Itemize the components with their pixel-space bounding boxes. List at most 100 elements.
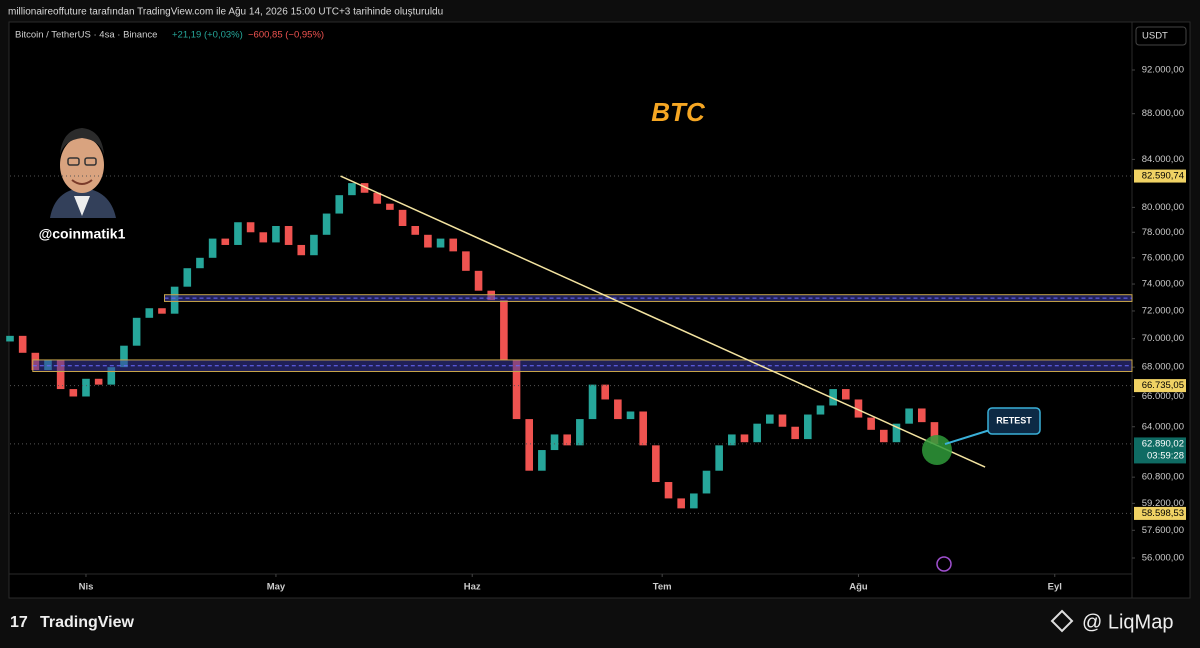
candle xyxy=(879,429,888,443)
candle xyxy=(82,378,90,397)
candle xyxy=(436,238,445,248)
candle xyxy=(905,408,913,424)
candle xyxy=(867,417,875,430)
candle xyxy=(525,419,534,471)
candle xyxy=(816,405,825,415)
x-tick-label: Eyl xyxy=(1048,582,1062,593)
candle xyxy=(740,434,749,443)
candle xyxy=(272,225,280,243)
candle xyxy=(335,195,344,214)
y-tick-label: 64.000,00 xyxy=(1142,421,1184,432)
candle xyxy=(259,232,268,243)
candle xyxy=(753,423,761,443)
trendline xyxy=(340,175,986,468)
candle xyxy=(94,378,103,385)
candle xyxy=(677,498,685,509)
candle xyxy=(6,335,14,342)
candle xyxy=(297,244,306,256)
candle xyxy=(715,445,723,471)
candle xyxy=(411,225,420,235)
candle xyxy=(208,238,217,258)
candle xyxy=(639,411,647,446)
candle xyxy=(221,238,230,245)
candle xyxy=(512,359,521,420)
candle xyxy=(550,434,559,451)
y-tick-label: 92.000,00 xyxy=(1142,65,1184,76)
candle xyxy=(398,209,407,226)
candle xyxy=(563,434,571,446)
y-tick-label: 88.000,00 xyxy=(1142,108,1184,119)
plot xyxy=(6,183,939,509)
y-tick-label: 56.000,00 xyxy=(1142,553,1184,564)
retest-box xyxy=(987,407,1041,435)
candle xyxy=(892,423,901,443)
candle xyxy=(538,450,546,471)
symbol: Bitcoin / TetherUS · 4sa · Binance xyxy=(15,30,157,41)
y-tick-label: 60.800,00 xyxy=(1142,472,1184,483)
candle xyxy=(386,203,394,210)
annotation: BTC xyxy=(651,97,706,127)
candle xyxy=(462,251,470,271)
candle xyxy=(234,222,242,245)
change-up: +21,19 (+0,03%) xyxy=(172,30,243,41)
candle xyxy=(196,257,204,269)
price-label-box xyxy=(1134,506,1186,520)
x-tick-label: Tem xyxy=(653,582,672,593)
candle xyxy=(664,482,673,499)
source-icon xyxy=(1050,609,1074,633)
candle xyxy=(766,414,774,424)
y-tick-label: 66.000,00 xyxy=(1142,391,1184,402)
change-down: −600,85 (−0,95%) xyxy=(248,30,324,41)
tv-logo: 17 xyxy=(10,614,28,631)
candle xyxy=(107,367,116,385)
currency-box[interactable] xyxy=(1135,26,1187,46)
avatar xyxy=(50,128,116,218)
y-tick-label: 70.000,00 xyxy=(1142,333,1184,344)
candle xyxy=(120,345,128,368)
candle xyxy=(474,270,483,291)
price-label: 62.890,02 xyxy=(1142,438,1184,449)
candle xyxy=(424,234,432,248)
candle xyxy=(690,493,698,509)
candle xyxy=(601,384,609,400)
footer-brand: TradingView xyxy=(40,614,135,631)
candle xyxy=(791,426,799,440)
candle xyxy=(284,225,293,245)
price-label-box xyxy=(1134,379,1186,393)
price-label: 66.735,05 xyxy=(1142,380,1184,391)
currency[interactable]: USDT xyxy=(1142,31,1168,42)
retest-marker xyxy=(921,435,952,466)
y-tick-label: 84.000,00 xyxy=(1142,154,1184,165)
candle xyxy=(702,470,711,494)
price-label-box xyxy=(1134,437,1186,464)
x-tick-label: May xyxy=(267,582,286,593)
candle xyxy=(804,414,812,440)
price-label-box xyxy=(1134,169,1186,183)
candle xyxy=(614,399,622,420)
avatar-handle: @coinmatik1 xyxy=(39,226,126,242)
candle xyxy=(854,399,863,418)
alert-icon[interactable] xyxy=(936,556,952,572)
candle xyxy=(588,384,597,420)
candle xyxy=(183,268,192,287)
candle xyxy=(69,389,78,397)
retest-pointer xyxy=(944,429,991,446)
candle xyxy=(652,445,660,483)
y-tick-label: 68.000,00 xyxy=(1142,362,1184,373)
y-tick-label: 78.000,00 xyxy=(1142,227,1184,238)
chart-panel xyxy=(8,21,1191,599)
candle xyxy=(829,389,837,406)
candle xyxy=(18,335,27,353)
y-tick-label: 76.000,00 xyxy=(1142,252,1184,263)
candle xyxy=(322,213,331,235)
footer-source: @ LiqMap xyxy=(1082,611,1173,633)
candle xyxy=(449,238,458,252)
candle xyxy=(576,419,584,446)
candle xyxy=(778,414,787,427)
candle xyxy=(500,300,508,360)
x-tick-label: Ağu xyxy=(849,582,868,593)
x-tick-label: Haz xyxy=(464,582,481,593)
y-tick-label: 59.200,00 xyxy=(1142,498,1184,509)
candle xyxy=(310,234,318,256)
x-tick-label: Nis xyxy=(79,582,94,593)
